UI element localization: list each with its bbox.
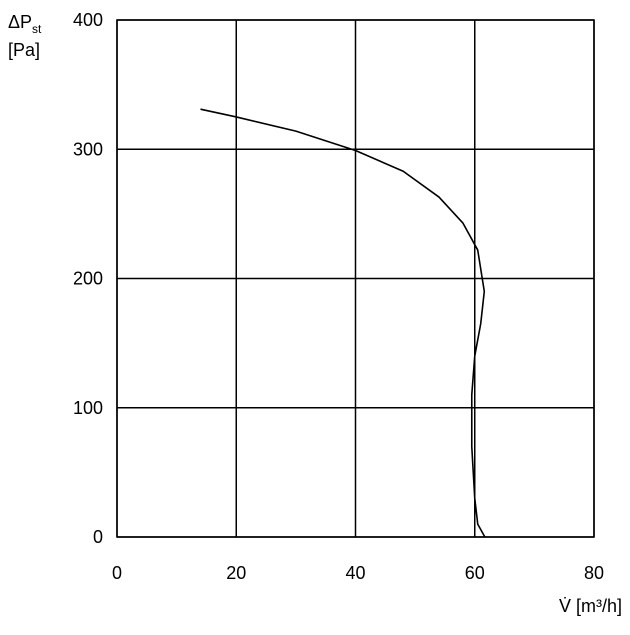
y-tick-label: 100 [73,398,103,418]
y-axis-label: ΔPst [8,12,42,36]
y-axis-unit: [Pa] [8,40,40,60]
x-tick-label: 60 [465,563,485,583]
curve [200,108,486,538]
x-tick-label: 20 [226,563,246,583]
y-label-sub: st [32,22,42,36]
y-tick-label: 400 [73,10,103,30]
y-label-main: ΔP [8,12,32,32]
x-axis-label: V̇ [m³/h] [559,596,622,616]
x-tick-label: 0 [112,563,122,583]
x-tick-label: 40 [345,563,365,583]
y-tick-label: 0 [93,527,103,547]
y-tick-label: 200 [73,269,103,289]
x-tick-label: 80 [584,563,604,583]
y-tick-label: 300 [73,139,103,159]
